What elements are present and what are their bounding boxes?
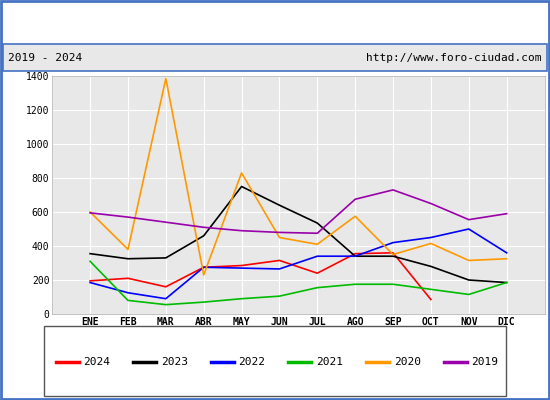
- Text: http://www.foro-ciudad.com: http://www.foro-ciudad.com: [366, 53, 542, 63]
- Text: 2021: 2021: [316, 358, 343, 367]
- Text: 2024: 2024: [83, 358, 110, 367]
- Text: Evolucion Nº Turistas Nacionales en el municipio de Aljuén: Evolucion Nº Turistas Nacionales en el m…: [80, 14, 470, 28]
- Bar: [3, 44, 547, 71]
- Text: 2020: 2020: [394, 358, 421, 367]
- Text: 2019: 2019: [471, 358, 498, 367]
- Text: 2022: 2022: [239, 358, 266, 367]
- Text: 2023: 2023: [161, 358, 188, 367]
- Text: 2019 - 2024: 2019 - 2024: [8, 53, 82, 63]
